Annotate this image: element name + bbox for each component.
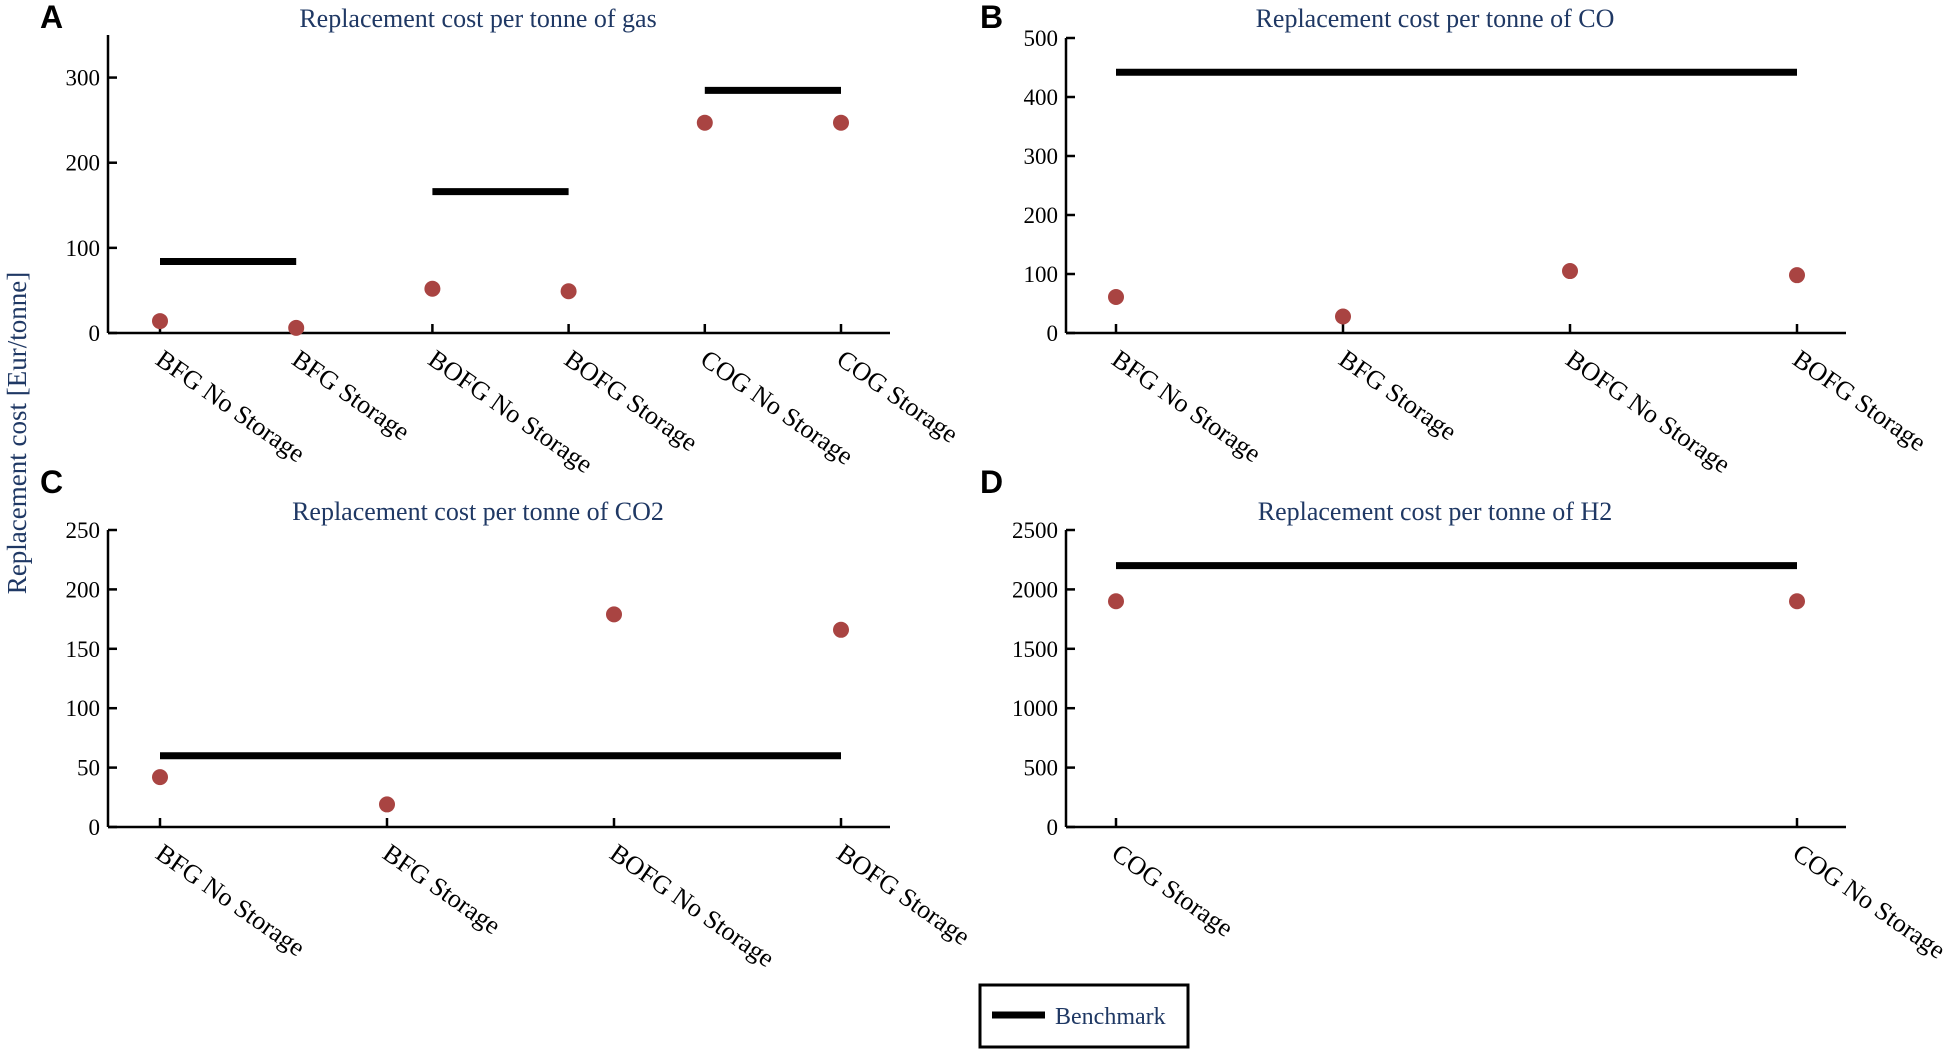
y-tick-label: 500 bbox=[1024, 756, 1059, 781]
y-axis-label: Replacement cost [Eur/tonne] bbox=[2, 272, 32, 594]
y-tick-label: 500 bbox=[1024, 26, 1059, 51]
chart-title: Replacement cost per tonne of CO bbox=[1256, 4, 1615, 33]
x-tick-label: BOFG No Storage bbox=[605, 838, 780, 973]
data-point bbox=[833, 114, 849, 131]
panels: A Replacement cost per tonne of gas 0 100 20… bbox=[40, 0, 1950, 973]
x-tick-label: BFG Storage bbox=[378, 838, 506, 940]
data-point bbox=[152, 313, 168, 330]
y-tick-label: 100 bbox=[66, 236, 101, 261]
chart-title: Replacement cost per tonne of gas bbox=[299, 4, 656, 33]
x-tick-label: BFG No Storage bbox=[151, 344, 311, 468]
data-point bbox=[1562, 263, 1578, 280]
y-tick-label: 1500 bbox=[1012, 637, 1058, 662]
data-point bbox=[379, 796, 395, 813]
panel-letter: B bbox=[980, 0, 1003, 35]
panel-letter: D bbox=[980, 464, 1003, 500]
legend-benchmark-label: Benchmark bbox=[1055, 1004, 1166, 1030]
x-tick-label: BOFG No Storage bbox=[1561, 344, 1736, 479]
x-tick-label: BFG Storage bbox=[287, 344, 415, 446]
y-tick-label: 300 bbox=[1024, 144, 1059, 169]
x-tick-label: BFG No Storage bbox=[151, 838, 311, 962]
y-tick-label: 2500 bbox=[1012, 518, 1058, 543]
x-tick-label: BOFG Storage bbox=[559, 344, 703, 457]
y-tick-label: 250 bbox=[66, 518, 101, 543]
y-tick-label: 0 bbox=[89, 321, 101, 346]
data-point bbox=[1335, 308, 1351, 325]
data-point bbox=[833, 621, 849, 638]
panel-b: B Replacement cost per tonne of CO 0 100 200… bbox=[980, 0, 1931, 479]
y-tick-label: 100 bbox=[1024, 262, 1059, 287]
panel-c: C Replacement cost per tonne of CO2 0 50 100… bbox=[40, 464, 975, 973]
data-point bbox=[288, 319, 305, 336]
x-tick-label: COG Storage bbox=[1107, 838, 1239, 943]
data-point bbox=[1108, 593, 1124, 610]
chart-title: Replacement cost per tonne of H2 bbox=[1258, 497, 1613, 526]
x-tick-label: BFG Storage bbox=[1334, 344, 1462, 446]
panel-d: D Replacement cost per tonne of H2 0 500 100… bbox=[980, 464, 1950, 965]
data-point bbox=[1789, 267, 1805, 284]
data-point bbox=[1789, 593, 1805, 610]
data-point bbox=[606, 606, 622, 623]
chart-title: Replacement cost per tonne of CO2 bbox=[292, 497, 664, 526]
data-point bbox=[696, 114, 713, 131]
y-tick-label: 200 bbox=[1024, 203, 1059, 228]
x-tick-label: BOFG Storage bbox=[832, 838, 976, 951]
y-tick-label: 200 bbox=[66, 577, 101, 602]
data-point bbox=[560, 283, 577, 300]
y-tick-label: 2000 bbox=[1012, 577, 1058, 602]
y-tick-label: 200 bbox=[66, 151, 101, 176]
x-tick-label: COG Storage bbox=[832, 344, 964, 449]
y-tick-label: 100 bbox=[66, 696, 101, 721]
panel-letter: C bbox=[40, 464, 63, 500]
data-point bbox=[152, 769, 168, 786]
y-tick-label: 0 bbox=[1047, 321, 1059, 346]
y-tick-label: 400 bbox=[1024, 85, 1059, 110]
legend: Benchmark bbox=[978, 983, 1190, 1049]
data-point bbox=[1108, 289, 1124, 306]
y-tick-label: 0 bbox=[89, 815, 101, 840]
y-tick-label: 0 bbox=[1047, 815, 1059, 840]
x-tick-label: BFG No Storage bbox=[1107, 344, 1267, 468]
x-tick-label: COG No Storage bbox=[1788, 838, 1950, 964]
y-tick-label: 150 bbox=[66, 637, 101, 662]
x-tick-label: BOFG Storage bbox=[1788, 344, 1932, 457]
y-tick-label: 1000 bbox=[1012, 696, 1058, 721]
panel-letter: A bbox=[40, 0, 63, 35]
panel-a: A Replacement cost per tonne of gas 0 100 20… bbox=[40, 0, 964, 479]
data-point bbox=[424, 280, 441, 297]
y-tick-label: 50 bbox=[77, 756, 100, 781]
y-tick-label: 300 bbox=[66, 66, 101, 91]
